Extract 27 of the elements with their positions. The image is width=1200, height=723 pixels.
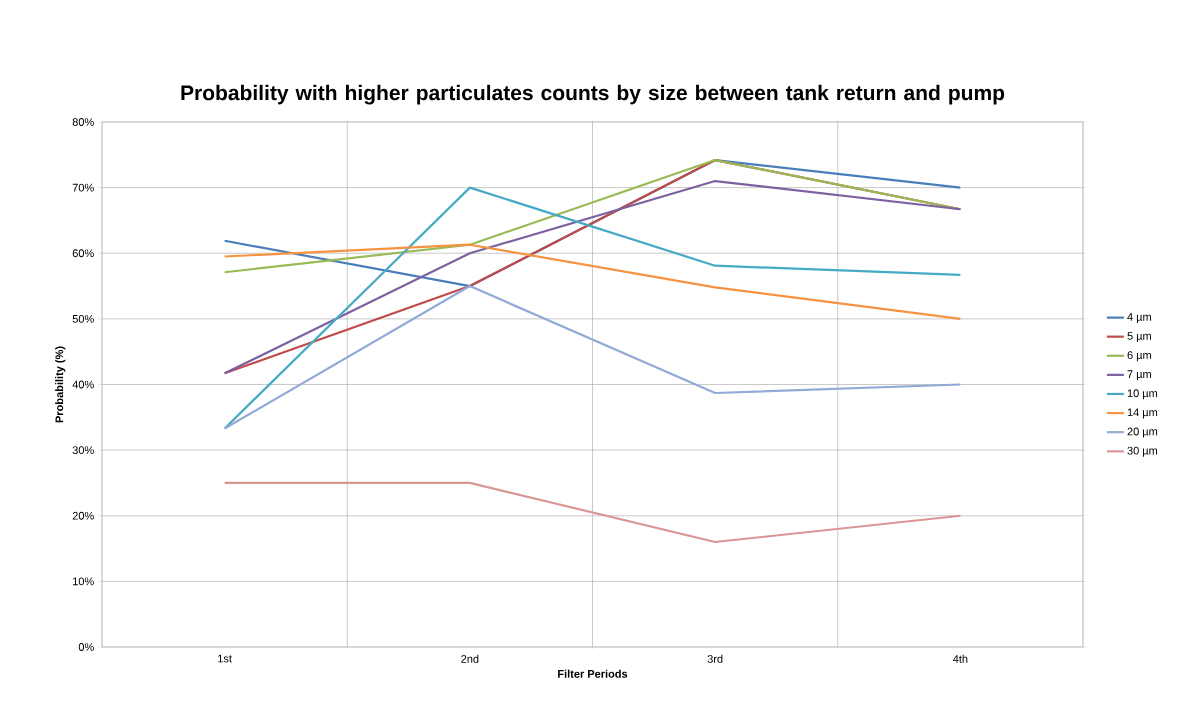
legend-label: 30 µm bbox=[1127, 446, 1158, 457]
legend-label: 10 µm bbox=[1127, 389, 1158, 400]
legend-label: 4 µm bbox=[1127, 313, 1151, 323]
y-tick-label: 70% bbox=[72, 183, 94, 192]
line-series bbox=[223, 243, 962, 320]
legend-label: 14 µm bbox=[1127, 408, 1158, 419]
legend-label: 6 µm bbox=[1127, 351, 1151, 362]
line-series bbox=[223, 186, 962, 430]
x-axis-title: Filter Periods bbox=[558, 669, 628, 678]
line-series bbox=[223, 284, 962, 430]
y-axis-title: Probability (%) bbox=[55, 346, 66, 423]
legend-label: 5 µm bbox=[1127, 332, 1151, 342]
chart-title: Probability with higher particulates counts by size between tank return and pump bbox=[181, 84, 1005, 105]
y-tick-label: 20% bbox=[72, 511, 94, 520]
x-tick-label: 4th bbox=[952, 654, 968, 663]
x-tick-label: 3rd bbox=[707, 654, 723, 663]
x-tick-label: 2nd bbox=[461, 654, 479, 663]
y-tick-label: 40% bbox=[72, 380, 94, 389]
y-tick-label: 80% bbox=[72, 118, 94, 126]
legend-label: 20 µm bbox=[1127, 427, 1158, 438]
y-tick-label: 30% bbox=[72, 446, 94, 455]
y-tick-label: 0% bbox=[78, 643, 94, 651]
y-tick-label: 50% bbox=[72, 314, 94, 323]
legend-label: 7 µm bbox=[1127, 370, 1151, 381]
x-tick-label: 1st bbox=[218, 654, 232, 663]
y-tick-label: 60% bbox=[72, 249, 94, 258]
y-tick-label: 10% bbox=[73, 577, 94, 586]
